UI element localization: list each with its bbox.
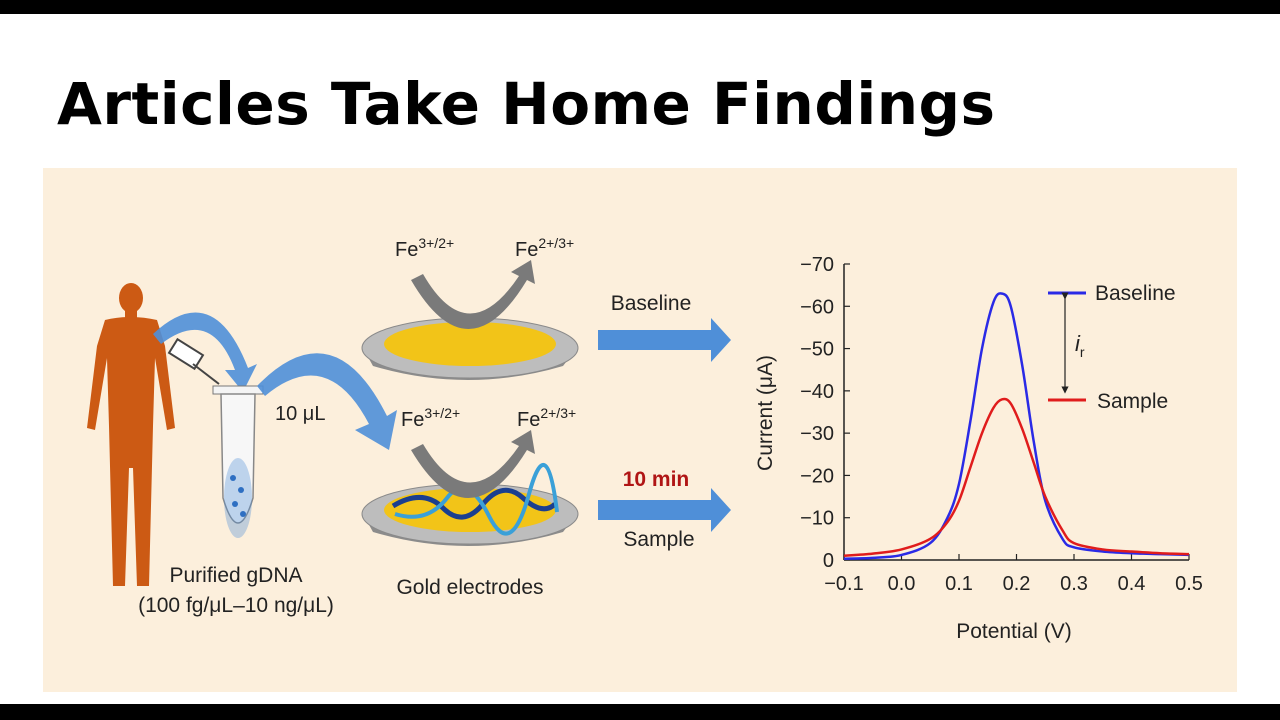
difference-annotation: ir xyxy=(1075,331,1085,360)
baseline-arrow-label: Baseline xyxy=(611,292,692,315)
series-line-baseline xyxy=(843,292,1190,560)
x-tick-label: 0.5 xyxy=(1175,573,1203,595)
sample-arrow-label: Sample xyxy=(623,528,694,551)
legend-label-sample: Sample xyxy=(1097,390,1168,413)
series-line-sample xyxy=(843,397,1190,558)
slide-title: Articles Take Home Findings xyxy=(57,70,996,138)
x-tick-label: −0.1 xyxy=(824,573,863,595)
y-tick-label: 0 xyxy=(823,550,834,572)
y-tick-label: −70 xyxy=(800,254,834,276)
curved-arrow-tube-to-electrode-icon xyxy=(257,353,397,450)
baseline-electrode-icon xyxy=(361,260,579,380)
x-tick-label: 0.3 xyxy=(1060,573,1088,595)
y-axis-label: Current (μA) xyxy=(754,355,777,471)
redox-top-right: Fe2+/3+ xyxy=(515,235,574,261)
bottom-letterbox-bar xyxy=(0,704,1280,720)
sample-volume-label: 10 μL xyxy=(275,403,325,425)
tube-label-line2: (100 fg/μL–10 ng/μL) xyxy=(138,594,334,617)
x-tick-label: 0.2 xyxy=(1003,573,1031,595)
redox-bottom-right: Fe2+/3+ xyxy=(517,405,576,431)
top-letterbox-bar xyxy=(0,0,1280,14)
person-silhouette-icon xyxy=(87,283,175,586)
electrodes-label: Gold electrodes xyxy=(396,576,543,599)
sample-arrow-icon xyxy=(598,488,731,532)
voltammetry-chart: 0 −10 −20 −30 −40 −50 −60 −70 −0.1 0.0 0.1 0.2 0.3 0… xyxy=(754,254,1203,643)
y-tick-label: −10 xyxy=(800,508,834,530)
time-label: 10 min xyxy=(623,468,690,491)
x-tick-label: 0.4 xyxy=(1118,573,1146,595)
y-tick-label: −40 xyxy=(800,381,834,403)
swab-icon xyxy=(167,337,220,385)
y-tick-label: −50 xyxy=(800,339,834,361)
x-axis-label: Potential (V) xyxy=(956,620,1072,643)
redox-bottom-left: Fe3+/2+ xyxy=(401,405,460,431)
y-tick-label: −20 xyxy=(800,465,834,487)
redox-top-left: Fe3+/2+ xyxy=(395,235,454,261)
figure-svg: 10 μL Purified gDNA (100 fg/μL–10 ng/μL)… xyxy=(87,235,1203,643)
figure-panel: 10 μL Purified gDNA (100 fg/μL–10 ng/μL)… xyxy=(43,168,1237,692)
y-tick-label: −60 xyxy=(800,296,834,318)
curved-arrow-person-to-tube-icon xyxy=(153,312,257,392)
baseline-arrow-icon xyxy=(598,318,731,362)
legend-label-baseline: Baseline xyxy=(1095,282,1176,305)
sample-tube-icon xyxy=(212,385,264,538)
sample-electrode-icon xyxy=(361,430,579,546)
x-tick-label: 0.0 xyxy=(888,573,916,595)
y-tick-label: −30 xyxy=(800,423,834,445)
tube-label-line1: Purified gDNA xyxy=(169,564,302,587)
x-tick-label: 0.1 xyxy=(945,573,973,595)
